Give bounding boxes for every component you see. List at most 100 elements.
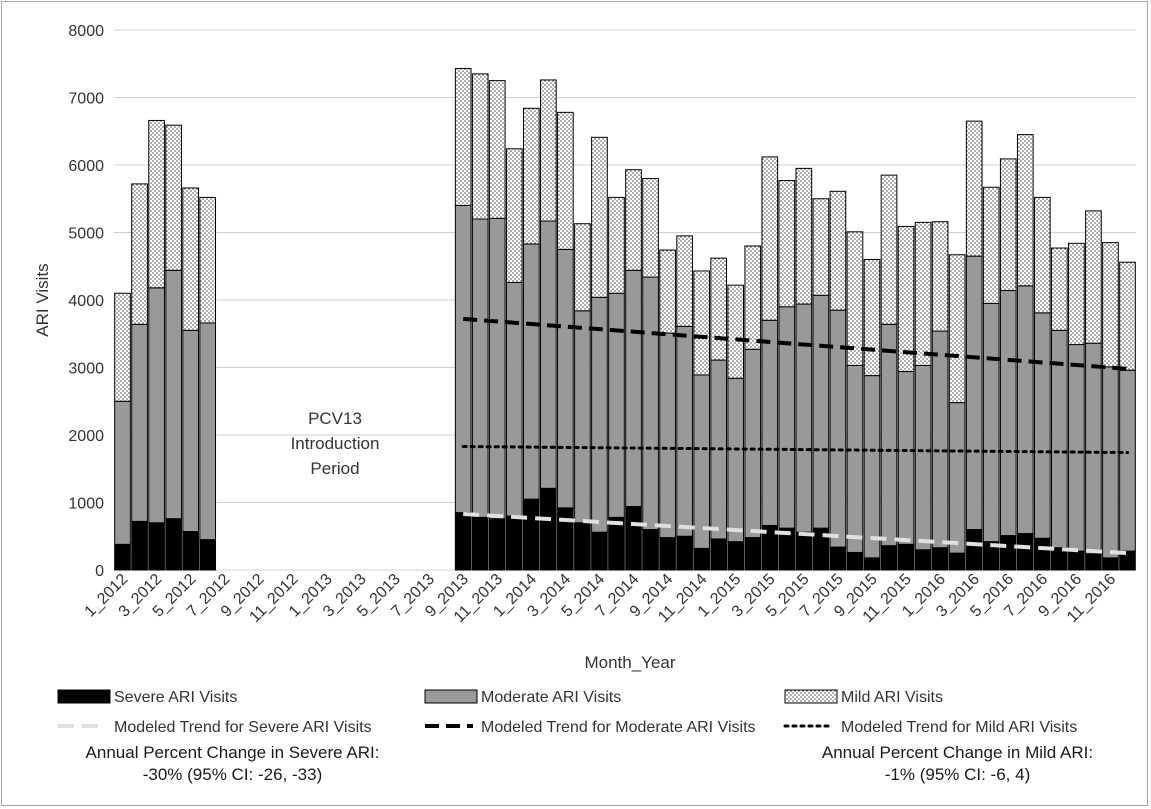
bar-mild <box>488 80 506 219</box>
legend-label: Mild ARI Visits <box>841 689 943 706</box>
bar-mild <box>454 67 472 206</box>
bar-moderate <box>1033 312 1051 539</box>
bar-moderate <box>131 323 148 522</box>
bar-severe <box>693 547 710 571</box>
legend-label: Modeled Trend for Severe ARI Visits <box>114 719 372 736</box>
bar-severe <box>471 516 489 571</box>
bar-moderate <box>761 319 779 526</box>
y-tick-label: 5000 <box>68 226 104 243</box>
bar-moderate <box>982 302 1000 543</box>
bar-severe <box>574 522 591 571</box>
bar-severe <box>710 538 728 571</box>
legend-label: Severe ARI Visits <box>114 689 237 706</box>
bar-mild <box>557 111 574 250</box>
bar-severe <box>1068 550 1085 571</box>
severe-change-annotation: Annual Percent Change in Severe ARI: -30… <box>50 742 415 786</box>
bar-severe <box>1085 553 1102 571</box>
bar-severe <box>965 529 983 571</box>
mild-change-annotation: Annual Percent Change in Mild ARI: -1% (… <box>790 742 1125 786</box>
bar-mild <box>693 270 710 376</box>
y-tick-label: 8000 <box>68 23 104 40</box>
bar-moderate <box>795 303 813 533</box>
y-tick-label: 3000 <box>68 361 104 378</box>
bar-moderate <box>931 330 949 549</box>
bar-severe <box>846 551 864 571</box>
bar-mild <box>727 284 745 379</box>
bar-moderate <box>471 218 489 518</box>
y-tick-label: 7000 <box>68 91 104 108</box>
legend-swatch <box>57 689 111 704</box>
bar-severe <box>880 545 898 571</box>
bar-mild <box>778 180 796 308</box>
bar-moderate <box>676 325 693 537</box>
bar-severe <box>659 537 676 571</box>
bar-mild <box>965 120 983 257</box>
trend-line-severe <box>463 511 1128 556</box>
bar-mild <box>505 148 523 283</box>
bar-moderate <box>863 375 881 559</box>
mild-change-line1: Annual Percent Change in Mild ARI: <box>821 743 1094 762</box>
bar-moderate <box>948 402 966 554</box>
y-tick-label: 0 <box>95 563 104 580</box>
bar-moderate <box>522 243 540 500</box>
bar-severe <box>625 506 642 571</box>
bar-severe <box>1102 557 1119 571</box>
bar-mild <box>1016 134 1034 287</box>
bar-severe <box>948 552 966 571</box>
bar-severe <box>488 518 506 571</box>
bar-mild <box>914 221 932 366</box>
bar-moderate <box>1016 285 1034 535</box>
bar-mild <box>1102 242 1119 368</box>
y-tick-label: 6000 <box>68 158 104 175</box>
bar-moderate <box>182 329 199 533</box>
bar-severe <box>540 487 557 571</box>
y-tick-label: 4000 <box>68 293 104 310</box>
bar-mild <box>948 254 966 404</box>
bar-moderate <box>727 377 745 543</box>
bar-mild <box>642 178 659 278</box>
bar-severe <box>1016 533 1034 571</box>
bar-severe <box>114 543 131 571</box>
gap-annotation-line: Introduction <box>291 434 380 453</box>
legend-label: Moderate ARI Visits <box>481 689 621 706</box>
bar-mild <box>1051 247 1068 331</box>
bar-severe <box>165 518 182 571</box>
bar-mild <box>574 223 591 312</box>
bar-mild <box>812 198 830 296</box>
bar-moderate <box>165 269 182 520</box>
bar-mild <box>1085 210 1102 344</box>
bar-moderate <box>1085 342 1102 555</box>
bar-moderate <box>846 364 864 553</box>
gap-annotation: PCV13 Introduction Period <box>291 409 380 478</box>
bar-mild <box>897 225 915 373</box>
legend-swatch <box>784 689 838 704</box>
bar-mild <box>182 187 199 331</box>
bar-mild <box>114 292 131 402</box>
bar-moderate <box>880 323 898 547</box>
trend-line-mild <box>461 444 1129 455</box>
bar-mild <box>659 249 676 334</box>
bar-severe <box>999 535 1017 571</box>
bar-severe <box>148 522 165 571</box>
bar-mild <box>1119 261 1136 371</box>
bar-moderate <box>148 287 165 524</box>
y-tick-label: 1000 <box>68 496 104 513</box>
bar-moderate <box>659 332 676 539</box>
bar-moderate <box>744 348 762 539</box>
bar-moderate <box>591 296 608 533</box>
bar-moderate <box>454 205 472 514</box>
bar-mild <box>846 231 864 366</box>
bar-moderate <box>1102 366 1119 559</box>
bar-mild <box>165 124 182 271</box>
bar-severe <box>557 507 574 571</box>
legend-label: Modeled Trend for Moderate ARI Visits <box>481 719 756 736</box>
bar-mild <box>795 167 813 305</box>
bar-mild <box>676 235 693 327</box>
bar-severe <box>199 539 217 571</box>
bar-severe <box>131 520 148 571</box>
bar-severe <box>182 531 199 571</box>
bar-mild <box>199 196 217 324</box>
bar-severe <box>522 498 540 571</box>
bar-moderate <box>608 292 625 518</box>
